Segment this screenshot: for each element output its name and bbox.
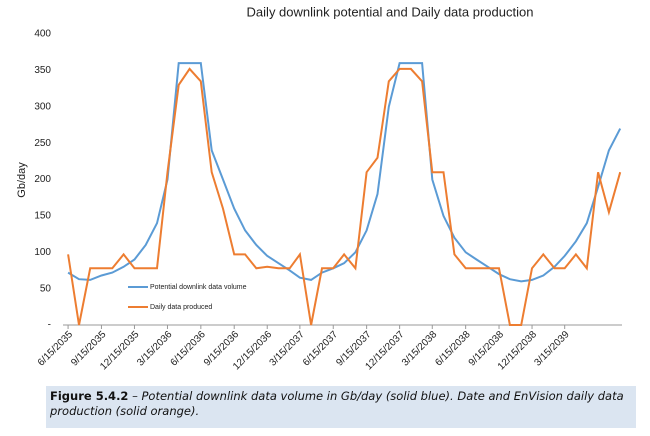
x-tick-label: 3/15/2036 [135,329,175,369]
x-tick-label: 6/15/2037 [301,329,341,369]
y-tick-label: 250 [34,138,51,149]
x-tick-label: 6/15/2036 [169,329,209,369]
legend-label: Daily data produced [150,304,212,311]
y-tick-label: 50 [40,283,52,294]
chart: Daily downlink potential and Daily data … [16,4,622,372]
data-line [67,62,622,283]
caption-label: Figure 5.4.2 [50,389,129,403]
x-tick-label: 6/15/2038 [433,329,473,369]
x-tick-label: 6/15/2035 [36,329,76,369]
y-tick-label: 350 [34,65,51,76]
y-tick-label: - [48,320,51,331]
caption-text: – Potential downlink data volume in Gb/d… [50,389,624,418]
y-tick-label: 100 [34,247,51,258]
y-tick-label: 300 [34,101,51,112]
x-tick-label: 3/15/2038 [400,329,440,369]
x-tick-label: 3/15/2037 [268,329,308,369]
y-axis-label: Gb/day [16,162,28,198]
legend-label: Potential downlink data volume [150,284,247,291]
data-line [67,67,622,326]
chart-title: Daily downlink potential and Daily data … [247,4,534,19]
y-tick-label: 400 [34,29,51,40]
y-tick-label: 150 [34,211,51,222]
x-tick-label: 3/15/2039 [532,329,572,369]
y-tick-label: 200 [34,174,51,185]
caption: Figure 5.4.2 – Potential downlink data v… [46,386,636,428]
